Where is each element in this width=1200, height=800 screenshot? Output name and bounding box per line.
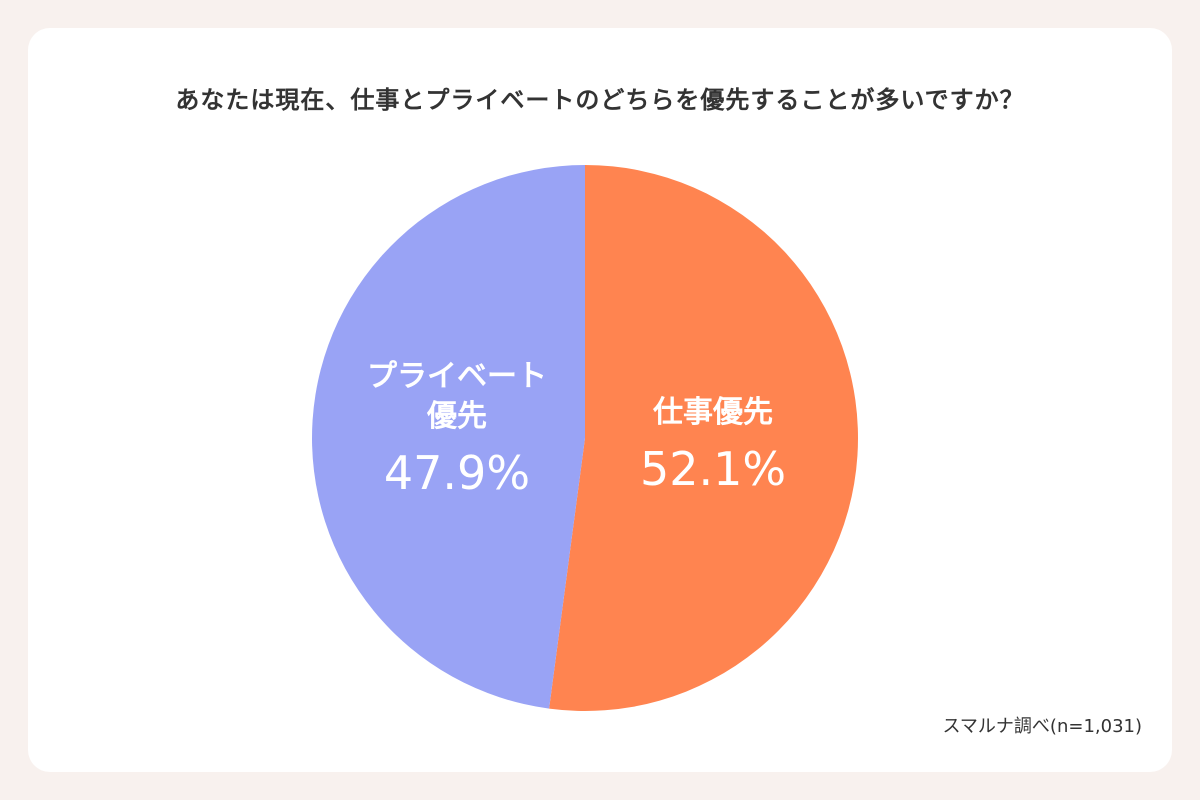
pie-slice	[549, 165, 859, 711]
pie-slice	[312, 165, 585, 709]
slice-value: 52.1%	[639, 442, 787, 497]
slice-label: プライベート優先 47.9%	[357, 357, 557, 503]
slice-category: 仕事優先	[653, 395, 774, 431]
slice-value: 47.9%	[383, 445, 531, 500]
source-note: スマルナ調べ(n=1,031)	[942, 716, 1142, 737]
slice-category: プライベート優先	[366, 358, 547, 434]
chart-title: あなたは現在、仕事とプライベートのどちらを優先することが多いですか？	[175, 86, 1025, 114]
slice-label: 仕事優先 52.1%	[613, 393, 813, 499]
